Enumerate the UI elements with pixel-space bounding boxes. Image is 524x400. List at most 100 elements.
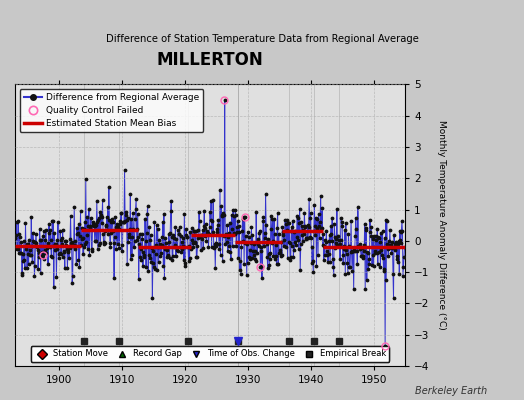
Point [249, 248, 257, 254]
Point [11, 234, 19, 241]
Point [82, 175, 90, 182]
Point [182, 226, 190, 232]
Point [208, 218, 216, 224]
Point [103, 214, 111, 220]
Point [312, 263, 321, 269]
Point [49, 243, 57, 249]
Point [386, 227, 394, 233]
Point [150, 218, 159, 225]
Point [279, 232, 288, 238]
Point [75, 264, 84, 271]
Point [343, 260, 352, 266]
Point [212, 240, 220, 246]
Point [68, 238, 76, 245]
Point [159, 219, 167, 226]
Point [334, 242, 342, 248]
Point [117, 210, 125, 216]
Point [266, 249, 274, 256]
Point [380, 268, 388, 275]
Point [163, 247, 171, 254]
Point [157, 250, 166, 256]
Point [270, 215, 278, 222]
Point [51, 241, 59, 247]
Point [319, 242, 327, 248]
Point [332, 235, 341, 242]
Point [64, 248, 73, 254]
Point [339, 259, 347, 266]
Point [342, 220, 350, 226]
Point [319, 231, 328, 237]
Point [51, 247, 60, 254]
Point [361, 220, 369, 227]
Point [17, 238, 26, 245]
Point [282, 227, 291, 233]
Point [321, 236, 330, 243]
Point [38, 253, 47, 259]
Point [247, 240, 255, 246]
Point [318, 224, 326, 231]
Point [356, 246, 365, 252]
Point [33, 244, 41, 250]
Point [273, 225, 281, 231]
Text: Difference of Station Temperature Data from Regional Average: Difference of Station Temperature Data f… [105, 34, 419, 44]
Point [378, 228, 387, 234]
Point [280, 237, 289, 244]
Point [66, 245, 74, 251]
Point [72, 243, 80, 249]
Point [312, 215, 320, 222]
Point [363, 249, 372, 256]
Point [245, 234, 253, 240]
Point [180, 257, 188, 263]
Point [155, 237, 163, 243]
Point [88, 246, 96, 252]
Point [37, 237, 46, 244]
Point [191, 239, 200, 245]
Point [348, 268, 356, 274]
Point [17, 250, 25, 256]
Point [255, 230, 264, 236]
Point [322, 228, 331, 234]
Point [295, 220, 303, 226]
Point [36, 237, 45, 243]
Point [356, 241, 364, 247]
Point [86, 224, 94, 230]
Point [269, 238, 277, 244]
Point [256, 264, 265, 271]
Point [189, 244, 198, 251]
Point [153, 266, 161, 273]
Point [368, 252, 377, 258]
Point [254, 236, 262, 242]
Point [387, 250, 396, 256]
Point [26, 252, 34, 258]
Point [242, 240, 250, 246]
Point [365, 261, 374, 268]
Point [374, 234, 383, 241]
Point [310, 202, 319, 208]
Point [74, 256, 83, 263]
Point [362, 227, 370, 233]
Point [92, 238, 101, 244]
Point [345, 243, 353, 249]
Point [125, 234, 134, 241]
Point [224, 234, 233, 240]
Y-axis label: Monthly Temperature Anomaly Difference (°C): Monthly Temperature Anomaly Difference (… [437, 120, 446, 330]
Point [12, 232, 20, 239]
Point [289, 218, 297, 225]
Point [24, 241, 32, 247]
Point [41, 247, 49, 254]
Point [243, 241, 252, 247]
Point [383, 217, 391, 224]
Point [139, 249, 148, 256]
Point [219, 258, 227, 264]
Point [358, 244, 366, 251]
Point [264, 236, 272, 242]
Point [181, 263, 190, 269]
Point [116, 218, 125, 224]
Point [307, 210, 315, 216]
Point [355, 244, 363, 250]
Point [108, 219, 117, 226]
Point [115, 244, 124, 251]
Point [397, 228, 406, 235]
Point [357, 252, 366, 259]
Point [70, 204, 79, 210]
